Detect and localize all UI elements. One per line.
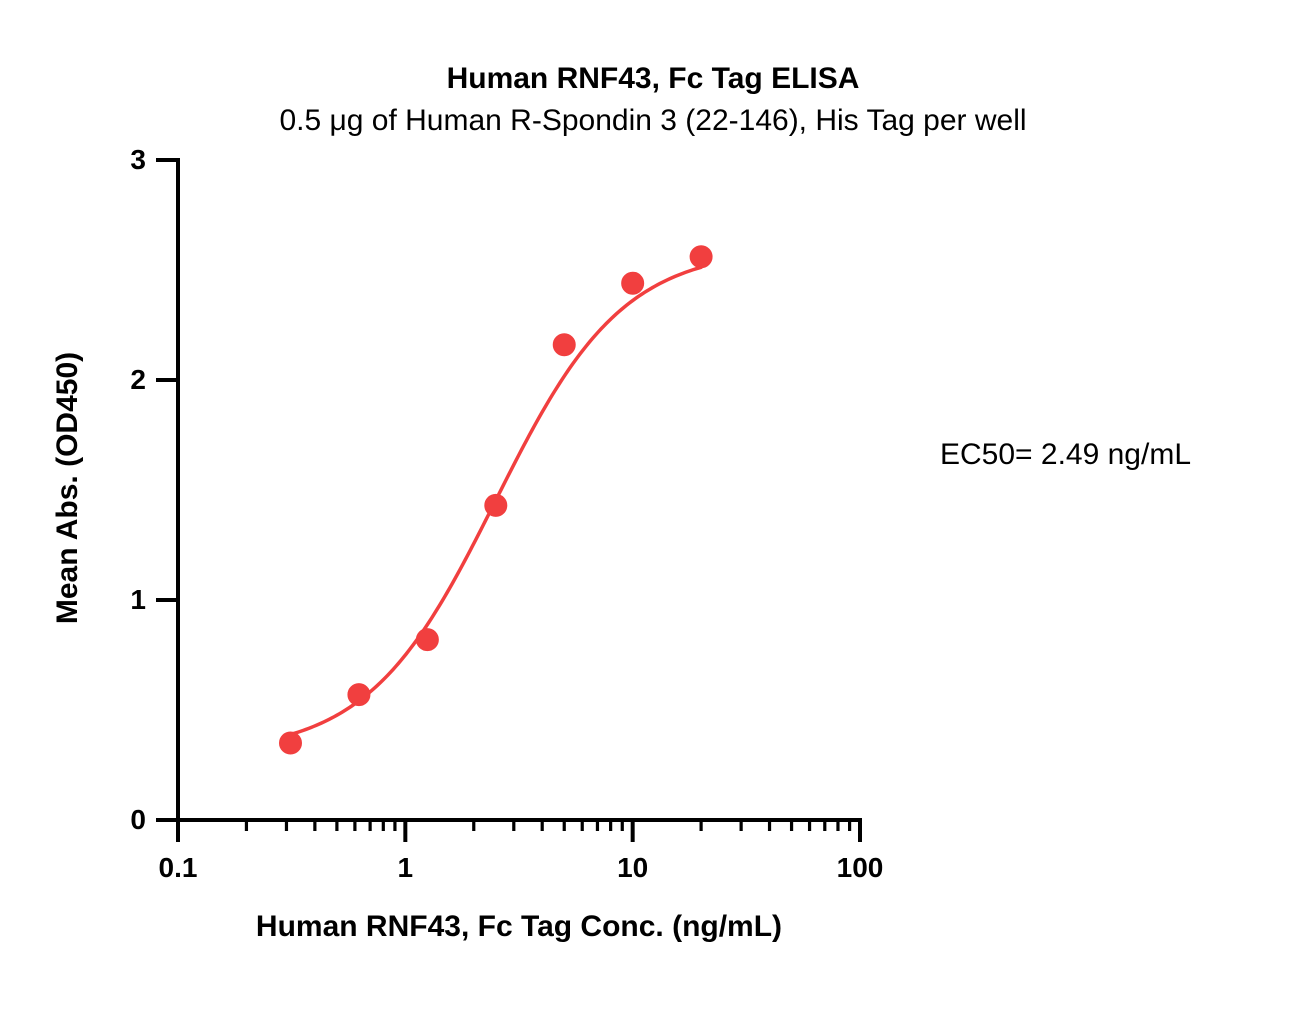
chart-title: Human RNF43, Fc Tag ELISA — [0, 62, 1306, 96]
x-tick-label: 0.1 — [128, 852, 228, 884]
x-axis-label: Human RNF43, Fc Tag Conc. (ng/mL) — [178, 910, 860, 944]
y-tick-label: 2 — [86, 364, 146, 396]
plot-area — [178, 160, 860, 820]
chart-svg — [138, 120, 900, 860]
y-tick-label: 3 — [86, 144, 146, 176]
x-tick-label: 1 — [355, 852, 455, 884]
y-axis-label: Mean Abs. (OD450) — [51, 158, 85, 818]
y-tick-label: 0 — [86, 804, 146, 836]
x-tick-label: 10 — [583, 852, 683, 884]
ec50-annotation: EC50= 2.49 ng/mL — [940, 438, 1191, 472]
chart-stage: Human RNF43, Fc Tag ELISA 0.5 μg of Huma… — [0, 0, 1306, 1032]
x-tick-label: 100 — [810, 852, 910, 884]
y-tick-label: 1 — [86, 584, 146, 616]
